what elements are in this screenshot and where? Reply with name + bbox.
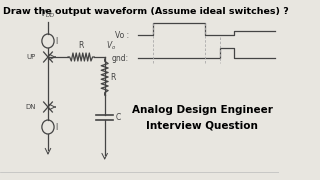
- Text: Interview Question: Interview Question: [147, 120, 258, 130]
- Text: UP: UP: [27, 54, 36, 60]
- Text: DN: DN: [25, 104, 36, 110]
- Text: R: R: [110, 73, 115, 82]
- Text: Draw the output waveform (Assume ideal switches) ?: Draw the output waveform (Assume ideal s…: [4, 7, 289, 16]
- Text: $V_{DD}$: $V_{DD}$: [40, 8, 56, 20]
- Text: Analog Design Engineer: Analog Design Engineer: [132, 105, 273, 115]
- Text: I: I: [55, 37, 57, 46]
- Text: Vo :: Vo :: [115, 30, 129, 39]
- Text: gnd:: gnd:: [112, 53, 129, 62]
- Text: $V_o$: $V_o$: [107, 39, 117, 52]
- Text: I: I: [55, 123, 57, 132]
- Text: C: C: [115, 113, 120, 122]
- Text: R: R: [78, 41, 84, 50]
